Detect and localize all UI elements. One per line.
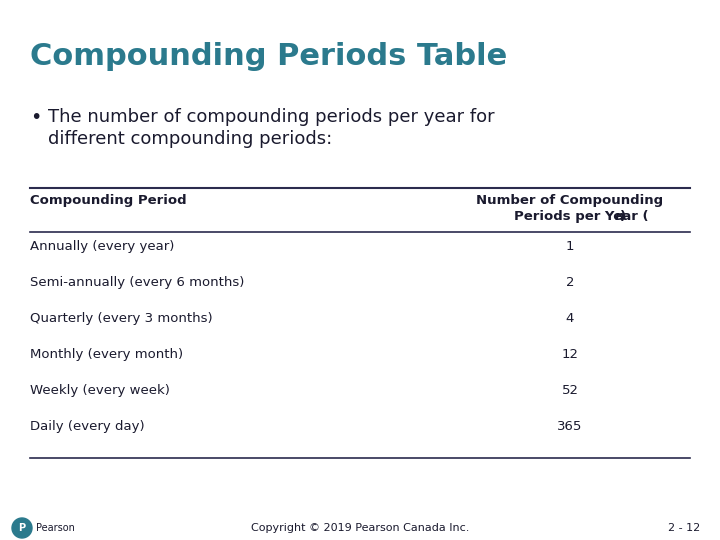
Text: Compounding Period: Compounding Period (30, 194, 186, 207)
Text: Daily (every day): Daily (every day) (30, 420, 145, 433)
Text: Annually (every year): Annually (every year) (30, 240, 174, 253)
Text: Quarterly (every 3 months): Quarterly (every 3 months) (30, 312, 212, 325)
Text: The number of compounding periods per year for: The number of compounding periods per ye… (48, 108, 495, 126)
Text: Compounding Periods Table: Compounding Periods Table (30, 42, 508, 71)
Text: 2: 2 (566, 276, 575, 289)
Text: Semi-annually (every 6 months): Semi-annually (every 6 months) (30, 276, 244, 289)
Text: n: n (615, 210, 624, 223)
Text: Monthly (every month): Monthly (every month) (30, 348, 183, 361)
Text: 12: 12 (562, 348, 578, 361)
Text: different compounding periods:: different compounding periods: (48, 130, 332, 148)
Text: 52: 52 (562, 384, 578, 397)
Text: 365: 365 (557, 420, 582, 433)
Text: Periods per Year (: Periods per Year ( (514, 210, 649, 223)
Text: P: P (19, 523, 26, 533)
Text: Pearson: Pearson (36, 523, 75, 533)
Text: Number of Compounding: Number of Compounding (477, 194, 664, 207)
Text: Weekly (every week): Weekly (every week) (30, 384, 170, 397)
Text: 4: 4 (566, 312, 574, 325)
Circle shape (12, 518, 32, 538)
Text: Copyright © 2019 Pearson Canada Inc.: Copyright © 2019 Pearson Canada Inc. (251, 523, 469, 533)
Text: 1: 1 (566, 240, 575, 253)
Text: •: • (30, 108, 41, 127)
Text: ): ) (621, 210, 626, 223)
Text: 2 - 12: 2 - 12 (667, 523, 700, 533)
